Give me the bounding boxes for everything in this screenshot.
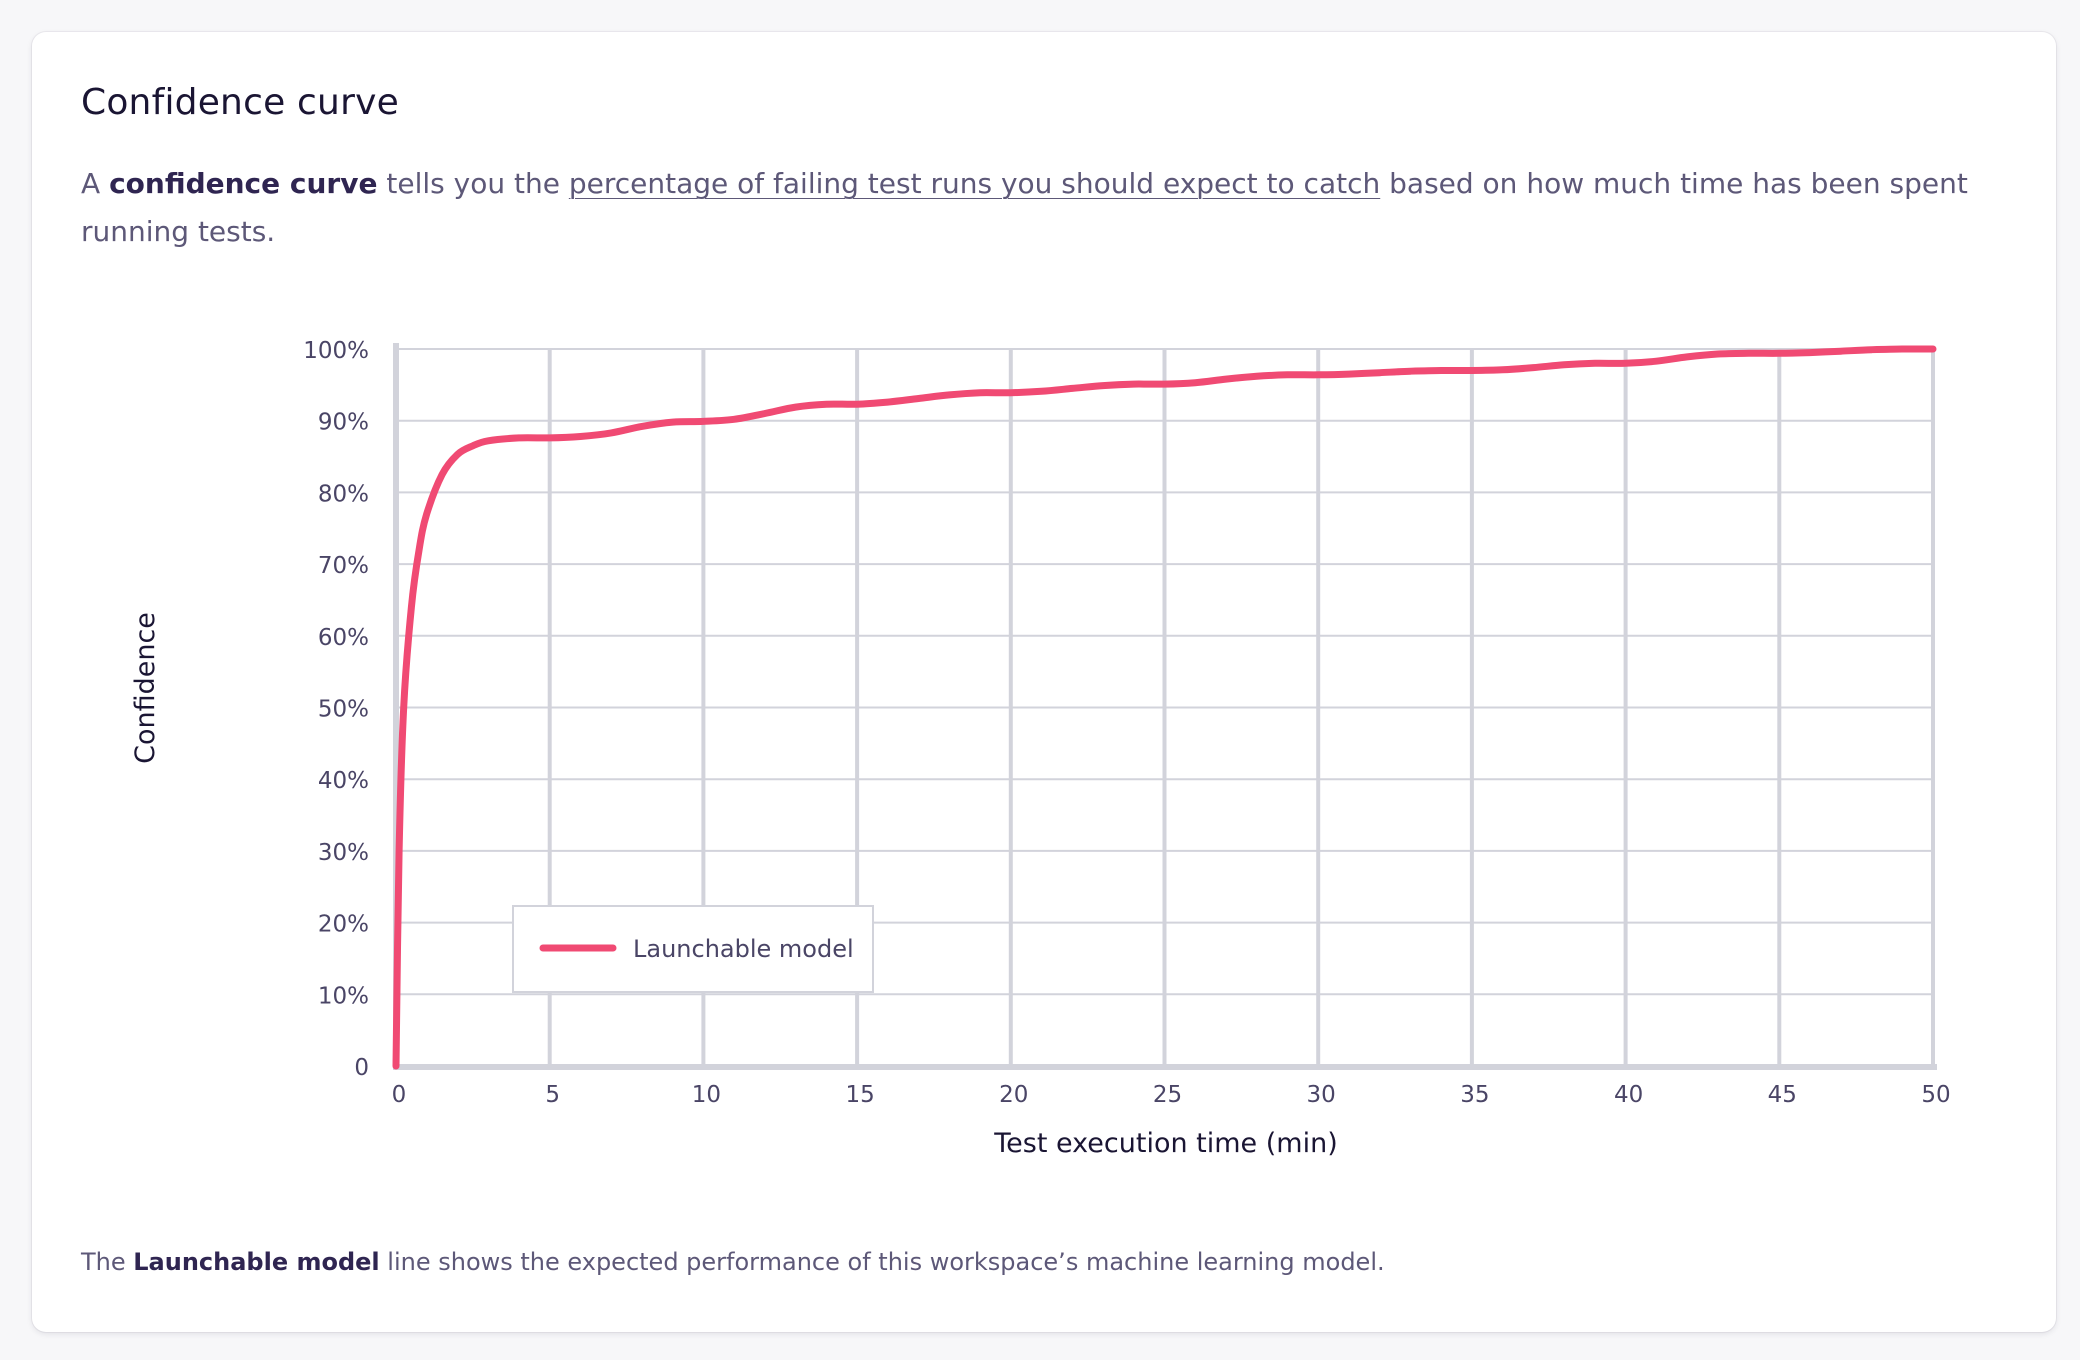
footer-tail: line shows the expected performance of t… [379,1248,1385,1276]
footer-note: The Launchable model line shows the expe… [81,1248,1385,1276]
x-tick-label: 40 [1614,1082,1643,1108]
x-tick-label: 35 [1460,1082,1489,1108]
intro-bold-term: confidence curve [109,167,378,200]
x-tick-label: 10 [692,1082,721,1108]
intro-lead: A [81,167,110,200]
x-axis-label: Test execution time (min) [993,1128,1337,1159]
y-tick-label: 100% [303,338,369,364]
chart-series [392,345,1937,1070]
intro-middle: tells you the [377,167,569,200]
chart-area: 0 10% 20% 30% 40% 50% 60% 70% 80% 90% 100% 0 5 10 15 20… [32,32,2056,1332]
y-tick-label: 0 [354,1055,369,1081]
confidence-curve-card: Confidence curve A confidence curve tell… [32,32,2056,1332]
intro-tail: based on how much time has been spent ru… [81,167,1968,248]
y-tick-label: 90% [318,410,369,436]
x-tick-label: 5 [545,1082,560,1108]
x-tick-label: 20 [999,1082,1028,1108]
x-tick-label: 25 [1153,1082,1182,1108]
y-tick-label: 70% [318,553,369,579]
y-tick-label: 80% [318,481,369,507]
y-tick-label: 30% [318,840,369,866]
confidence-chart: 0 10% 20% 30% 40% 50% 60% 70% 80% 90% 100% 0 5 10 15 20… [130,338,1951,1159]
y-tick-label: 20% [318,912,369,938]
footer-lead: The [81,1248,134,1276]
y-tick-label: 50% [318,697,369,723]
catch-rate-link[interactable]: percentage of failing test runs you shou… [568,167,1381,200]
y-tick-label: 40% [318,768,369,794]
x-tick-label: 0 [392,1082,407,1108]
chart-tick-labels: 0 10% 20% 30% 40% 50% 60% 70% 80% 90% 100% 0 5 10 15 20… [303,338,1950,1108]
x-tick-label: 15 [845,1082,874,1108]
y-tick-label: 60% [318,625,369,651]
chart-legend: Launchable model [512,905,874,993]
y-axis-label: Confidence [130,612,161,764]
series-line-launchable-model [392,345,1937,1070]
y-tick-label: 10% [318,983,369,1009]
intro-text: A confidence curve tells you the percent… [81,160,2011,256]
x-tick-label: 50 [1921,1082,1950,1108]
card-title: Confidence curve [81,82,399,123]
x-tick-label: 30 [1307,1082,1336,1108]
legend-label: Launchable model [633,935,854,963]
x-tick-label: 45 [1768,1082,1797,1108]
footer-bold-term: Launchable model [133,1248,380,1276]
